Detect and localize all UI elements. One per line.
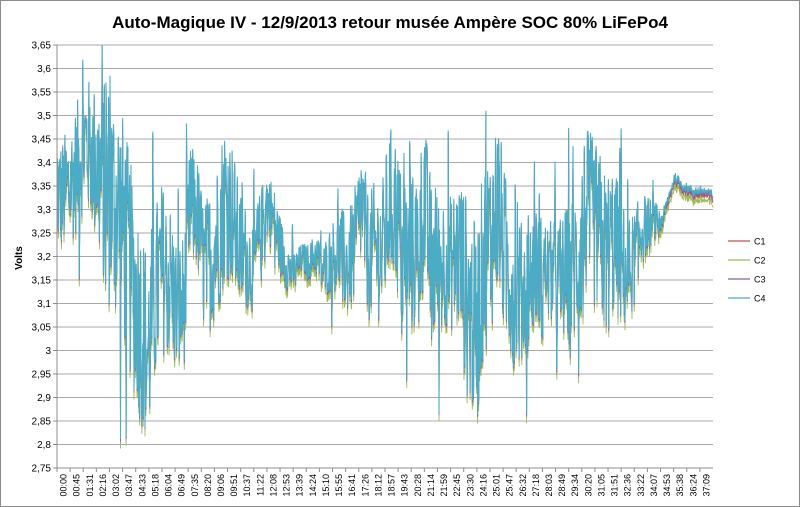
xtick-label: 03:47 [124, 474, 134, 497]
xtick-label: 01:31 [85, 474, 95, 497]
legend-label-c4: C4 [754, 294, 766, 304]
xtick-label: 09:06 [216, 474, 226, 497]
xtick-label: 28:03 [544, 474, 554, 497]
ytick-label: 2,75 [32, 464, 52, 475]
xtick-label: 18:57 [387, 474, 397, 497]
xtick-label: 35:38 [675, 474, 685, 497]
chart-legend: C1 C2 C3 C4 [728, 237, 766, 304]
xtick-label: 36:24 [688, 474, 698, 497]
xtick-label: 15:55 [334, 474, 344, 497]
chart-title: Auto-Magique IV - 12/9/2013 retour musée… [112, 13, 668, 32]
xtick-label: 12:53 [282, 474, 292, 497]
xtick-label: 14:24 [308, 474, 318, 497]
xtick-label: 34:53 [662, 474, 672, 497]
ytick-label: 3,15 [32, 276, 52, 287]
xtick-label: 30:20 [583, 474, 593, 497]
xtick-label: 15:10 [321, 474, 331, 497]
xtick-label: 29:34 [570, 474, 580, 497]
legend-label-c2: C2 [754, 256, 766, 266]
ytick-label: 3,6 [37, 64, 51, 75]
xtick-label: 07:35 [190, 474, 200, 497]
xtick-label: 33:22 [636, 474, 646, 497]
ytick-label: 3,65 [32, 41, 52, 52]
xtick-label: 26:32 [518, 474, 528, 497]
xtick-label: 18:12 [373, 474, 383, 497]
series-lines [56, 44, 714, 449]
ytick-label: 3,05 [32, 323, 52, 334]
axes [56, 45, 713, 469]
xtick-label: 28:49 [557, 474, 567, 497]
xtick-label: 16:41 [347, 474, 357, 497]
xtick-label: 11:22 [255, 474, 265, 496]
xtick-label: 03:02 [111, 474, 121, 497]
legend-label-c1: C1 [754, 237, 766, 247]
xtick-label: 19:43 [400, 474, 410, 497]
xtick-label: 31:05 [596, 474, 606, 497]
xtick-label: 17:26 [360, 474, 370, 497]
xtick-label: 31:51 [610, 474, 620, 497]
xtick-label: 13:39 [295, 474, 305, 497]
xtick-label: 24:16 [478, 474, 488, 497]
xtick-label: 27:18 [531, 474, 541, 497]
xtick-label: 05:18 [150, 474, 160, 497]
xtick-label: 00:45 [72, 474, 82, 497]
xtick-label: 10:37 [242, 474, 252, 497]
xtick-label: 25:01 [492, 474, 502, 497]
ytick-label: 2,8 [37, 440, 51, 451]
ytick-label: 2,9 [37, 393, 51, 404]
xtick-label: 12:08 [268, 474, 278, 497]
xtick-label: 32:36 [623, 474, 633, 497]
xtick-label: 37:09 [701, 474, 711, 497]
x-axis-ticks: 00:00 00:45 01:31 02:16 03:02 03:47 04:33 05:18… [56, 468, 711, 497]
xtick-label: 23:30 [465, 474, 475, 497]
series-line-c4 [56, 44, 714, 440]
ytick-label: 2,85 [32, 417, 52, 428]
xtick-label: 21:14 [426, 474, 436, 497]
ytick-label: 3,2 [37, 252, 51, 263]
xtick-label: 08:20 [203, 474, 213, 497]
ytick-label: 3,45 [32, 135, 52, 146]
ytick-label: 3,5 [37, 111, 51, 122]
ytick-label: 3,1 [37, 299, 51, 310]
ytick-label: 3,3 [37, 205, 51, 216]
xtick-label: 34:07 [649, 474, 659, 497]
ytick-label: 2,95 [32, 370, 52, 381]
y-axis-ticks: 2,75 2,8 2,85 2,9 2,95 3 3,05 3,1 3,15 3,2 3,25 3,3… [32, 41, 57, 475]
xtick-label: 06:04 [164, 474, 174, 497]
legend-label-c3: C3 [754, 275, 766, 285]
y-axis-label: Volts [14, 246, 25, 270]
ytick-label: 3,4 [37, 158, 51, 169]
xtick-label: 02:16 [98, 474, 108, 497]
xtick-label: 22:45 [452, 474, 462, 497]
xtick-label: 04:33 [137, 474, 147, 497]
xtick-label: 06:49 [177, 474, 187, 497]
xtick-label: 25:47 [505, 474, 515, 497]
xtick-label: 21:59 [439, 474, 449, 497]
xtick-label: 20:28 [413, 474, 423, 497]
xtick-label: 00:00 [59, 474, 69, 497]
ytick-label: 3,55 [32, 88, 52, 99]
xtick-label: 09:51 [229, 474, 239, 497]
ytick-label: 3,25 [32, 229, 52, 240]
ytick-label: 3,35 [32, 182, 52, 193]
ytick-label: 3 [45, 346, 51, 357]
